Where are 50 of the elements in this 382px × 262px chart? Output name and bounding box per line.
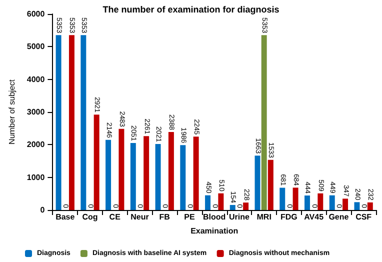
y-tick-label: 0 xyxy=(40,206,46,214)
chart-title: The number of examination for diagnosis xyxy=(102,4,280,14)
bar xyxy=(268,160,274,210)
bar xyxy=(168,132,174,210)
x-tick-label: Blood xyxy=(203,212,226,222)
bar xyxy=(280,188,286,210)
bar xyxy=(292,188,298,210)
x-tick-label: Cog xyxy=(82,212,98,222)
y-tick-label: 1000 xyxy=(26,172,46,182)
bar xyxy=(118,128,124,210)
bar xyxy=(144,136,150,210)
bar xyxy=(218,193,224,210)
y-tick-label: 2000 xyxy=(26,140,46,150)
bar xyxy=(318,193,324,210)
x-tick-label: FDG xyxy=(280,212,298,222)
y-tick-label: 6000 xyxy=(26,10,46,18)
x-tick-label: CSF xyxy=(356,212,372,222)
bar xyxy=(304,195,310,210)
x-tick-label: Gene xyxy=(328,212,350,222)
x-tick-label: FB xyxy=(159,212,170,222)
bar xyxy=(329,195,335,210)
bar xyxy=(367,202,373,210)
y-tick-label: 3000 xyxy=(26,108,46,116)
y-axis-title: Number of subject xyxy=(8,78,16,144)
bar xyxy=(261,35,267,210)
bar xyxy=(180,145,186,210)
x-tick-label: Urine xyxy=(228,212,250,222)
x-tick-label: Neur xyxy=(130,212,149,222)
bar xyxy=(106,140,112,210)
x-tick-label: PE xyxy=(184,212,196,222)
y-tick-label: 4000 xyxy=(26,74,46,84)
bar xyxy=(354,202,360,210)
bar xyxy=(193,136,199,210)
bar xyxy=(155,144,161,210)
bar xyxy=(80,35,86,210)
bar xyxy=(130,143,136,210)
bar xyxy=(243,202,249,210)
y-tick-label: 5000 xyxy=(26,42,46,52)
x-tick-label: Base xyxy=(56,212,76,222)
bar xyxy=(205,195,211,210)
x-tick-label: AV45 xyxy=(304,212,324,222)
x-tick-label: MRI xyxy=(256,212,272,222)
bar xyxy=(56,35,62,210)
x-tick-label: CE xyxy=(109,212,122,222)
x-axis-title: Examination xyxy=(190,226,238,236)
bar xyxy=(230,204,236,210)
bar xyxy=(254,156,260,210)
bar xyxy=(68,35,74,210)
bar xyxy=(342,198,348,210)
bar xyxy=(94,114,100,210)
